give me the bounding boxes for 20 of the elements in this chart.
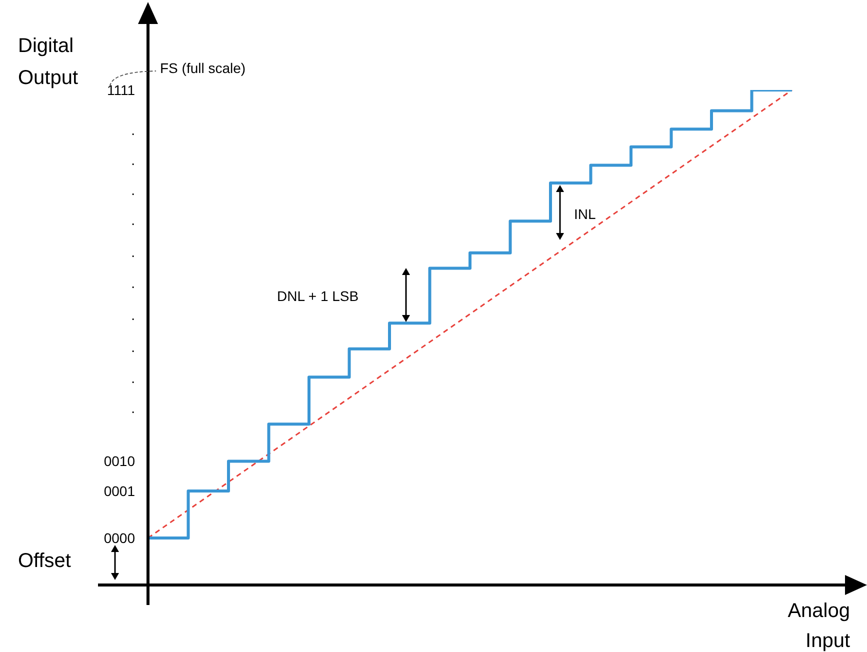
- annotation: 1111: [106, 81, 135, 99]
- annotation: .: [131, 338, 135, 356]
- annotation: 0010: [104, 452, 135, 470]
- y-axis-title: Digital Output: [18, 34, 80, 91]
- annotation: .: [131, 121, 135, 139]
- annotation: INL: [574, 206, 596, 222]
- annotation: .: [131, 399, 135, 417]
- annotation: .: [131, 151, 135, 169]
- annotation: .: [131, 243, 135, 261]
- annotation: .: [131, 211, 135, 229]
- x-axis-title: Analog Input: [786, 599, 850, 652]
- text: Offset: [18, 550, 71, 573]
- annotation: .: [131, 306, 135, 324]
- annotation: DNL + 1 LSB: [277, 288, 359, 304]
- text: FS (full scale): [160, 60, 246, 76]
- annotation: 0001: [104, 482, 135, 500]
- annotation: .: [131, 369, 135, 387]
- annotation: .: [131, 274, 135, 292]
- annotation: .: [131, 181, 135, 199]
- annotation: 0000: [104, 529, 135, 547]
